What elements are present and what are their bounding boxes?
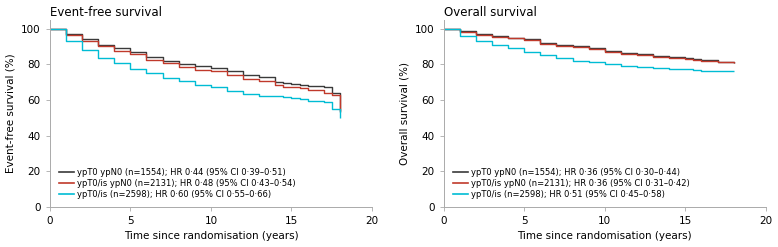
Legend: ypT0 ypN0 (n=1554); HR 0·36 (95% CI 0·30–0·44), ypT0/is ypN0 (n=2131); HR 0·36 (: ypT0 ypN0 (n=1554); HR 0·36 (95% CI 0·30… <box>450 165 693 203</box>
X-axis label: Time since randomisation (years): Time since randomisation (years) <box>124 231 298 242</box>
Text: Event-free survival: Event-free survival <box>50 5 162 19</box>
Legend: ypT0 ypN0 (n=1554); HR 0·44 (95% CI 0·39–0·51), ypT0/is ypN0 (n=2131); HR 0·48 (: ypT0 ypN0 (n=1554); HR 0·44 (95% CI 0·39… <box>55 165 299 203</box>
Text: Overall survival: Overall survival <box>443 5 537 19</box>
Y-axis label: Overall survival (%): Overall survival (%) <box>399 62 409 165</box>
X-axis label: Time since randomisation (years): Time since randomisation (years) <box>517 231 692 242</box>
Y-axis label: Event-free survival (%): Event-free survival (%) <box>5 54 16 173</box>
